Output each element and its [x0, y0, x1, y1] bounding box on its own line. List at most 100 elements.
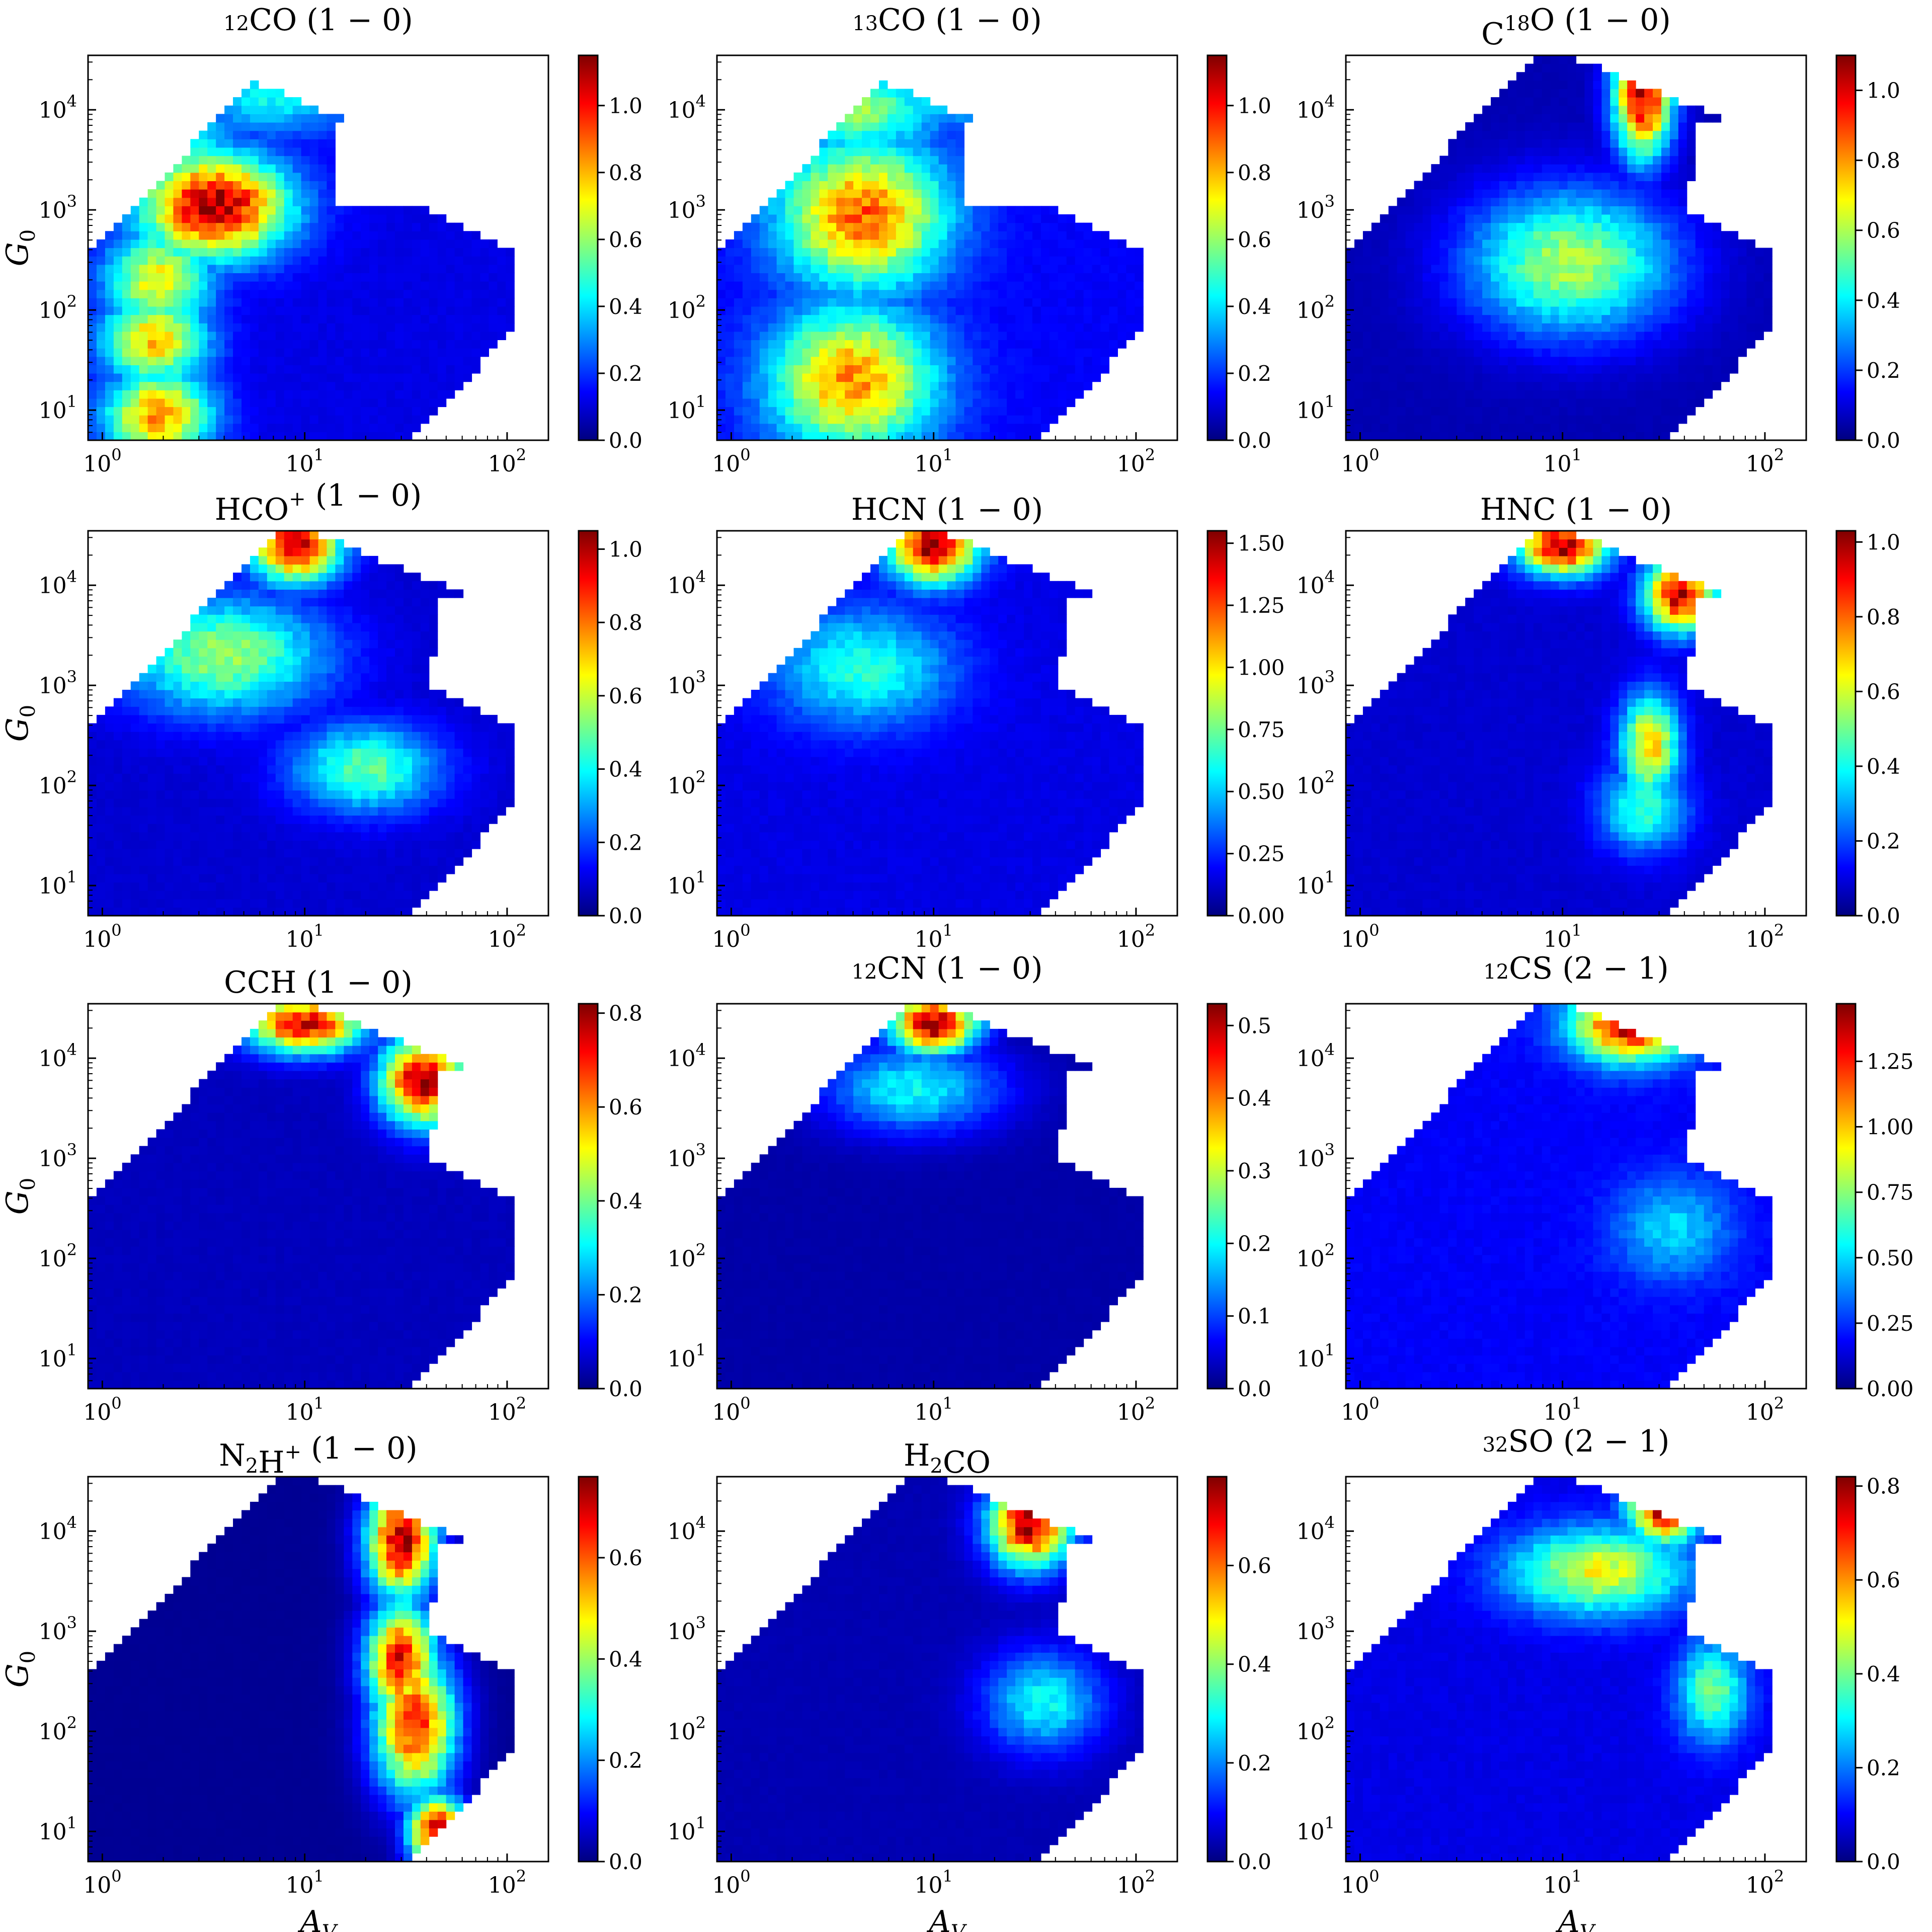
heatmap-cell: [1371, 281, 1381, 290]
heatmap-cell: [1686, 306, 1696, 315]
heatmap-cell: [1507, 122, 1517, 131]
heatmap-cell: [1491, 423, 1500, 432]
heatmap-cell: [506, 256, 515, 265]
heatmap-cell: [105, 907, 114, 916]
heatmap-cell: [1686, 381, 1696, 390]
heatmap-cell: [139, 206, 148, 215]
heatmap-cell: [446, 222, 455, 231]
heatmap-cell: [1465, 356, 1474, 365]
heatmap-cell: [990, 214, 999, 223]
heatmap-cell: [318, 114, 328, 123]
heatmap-cell: [981, 432, 990, 441]
heatmap-cell: [768, 390, 777, 399]
heatmap-cell: [1746, 256, 1755, 265]
heatmap-cell: [233, 907, 242, 916]
heatmap-cell: [1644, 206, 1653, 215]
heatmap-cell: [352, 281, 361, 290]
heatmap-cell: [122, 298, 131, 307]
heatmap-cell: [1371, 432, 1381, 441]
heatmap-cell: [267, 423, 276, 432]
heatmap-cell: [1584, 181, 1593, 190]
heatmap-cell: [981, 289, 990, 298]
heatmap-cell: [309, 398, 319, 408]
heatmap-cell: [1083, 365, 1093, 374]
heatmap-cell: [1627, 122, 1636, 131]
heatmap-cell: [190, 356, 199, 365]
heatmap-cell: [887, 181, 897, 190]
heatmap-cell: [785, 381, 794, 390]
heatmap-cell: [836, 407, 845, 416]
heatmap-cell: [369, 306, 378, 315]
heatmap-cell: [1669, 130, 1679, 139]
heatmap-cell: [717, 356, 726, 365]
heatmap-cell: [1661, 164, 1670, 173]
heatmap-cell: [1695, 314, 1705, 324]
heatmap-cell: [1499, 172, 1508, 182]
heatmap-cell: [420, 306, 430, 315]
heatmap-cell: [369, 214, 378, 223]
heatmap-cell: [1644, 390, 1653, 399]
heatmap-cell: [113, 407, 123, 416]
heatmap-cell: [938, 298, 948, 307]
heatmap-cell: [233, 155, 242, 165]
heatmap-cell: [734, 373, 743, 382]
heatmap-cell: [1610, 114, 1619, 123]
heatmap-cell: [930, 130, 939, 139]
heatmap-cell: [1015, 356, 1024, 365]
heatmap-cell: [836, 323, 845, 332]
heatmap-cell: [1422, 189, 1432, 198]
heatmap-cell: [352, 214, 361, 223]
heatmap-cell: [463, 289, 472, 298]
heatmap-cell: [105, 306, 114, 315]
heatmap-cell: [742, 264, 752, 273]
heatmap-cell: [1721, 239, 1730, 249]
heatmap-cell: [318, 130, 328, 139]
heatmap-cell: [862, 114, 871, 123]
heatmap-cell: [1695, 306, 1705, 315]
heatmap-cell: [352, 348, 361, 357]
heatmap-cell: [489, 298, 498, 307]
heatmap-cell: [258, 214, 268, 223]
heatmap-cell: [216, 314, 225, 324]
heatmap-cell: [301, 172, 310, 182]
heatmap-cell: [369, 373, 378, 382]
heatmap-cell: [1448, 381, 1457, 390]
heatmap-cell: [1559, 197, 1568, 206]
heatmap-cell: [1524, 206, 1534, 215]
heatmap-cell: [845, 407, 854, 416]
heatmap-cell: [284, 298, 293, 307]
heatmap-cell: [1627, 256, 1636, 265]
heatmap-cell: [284, 105, 293, 115]
heatmap-cell: [1397, 331, 1406, 341]
heatmap-cell: [1397, 289, 1406, 298]
heatmap-cell: [1738, 248, 1747, 257]
heatmap-cell: [913, 139, 922, 148]
heatmap-cell: [1371, 390, 1381, 399]
heatmap-cell: [1499, 122, 1508, 131]
colorbar-tick-label: 0.2: [609, 361, 642, 386]
heatmap-cell: [1405, 264, 1415, 273]
heatmap-cell: [990, 264, 999, 273]
heatmap-cell: [1388, 415, 1398, 424]
heatmap-cell: [412, 340, 421, 349]
heatmap-cell: [1439, 264, 1448, 273]
heatmap-cell: [420, 239, 430, 249]
heatmap-cell: [1422, 323, 1432, 332]
heatmap-cell: [1627, 407, 1636, 416]
heatmap-cell: [1049, 298, 1059, 307]
heatmap-cell: [122, 281, 131, 290]
heatmap-cell: [1431, 365, 1440, 374]
heatmap-cell: [793, 239, 803, 249]
heatmap-cell: [471, 348, 481, 357]
heatmap-cell: [1465, 323, 1474, 332]
heatmap-cell: [1362, 365, 1372, 374]
heatmap-cell: [862, 214, 871, 223]
heatmap-cell: [930, 407, 939, 416]
heatmap-cell: [267, 281, 276, 290]
heatmap-cell: [1755, 323, 1764, 332]
heatmap-cell: [1024, 306, 1033, 315]
heatmap-cell: [887, 423, 897, 432]
heatmap-cell: [930, 323, 939, 332]
heatmap-cell: [105, 340, 114, 349]
heatmap-cell: [258, 239, 268, 249]
